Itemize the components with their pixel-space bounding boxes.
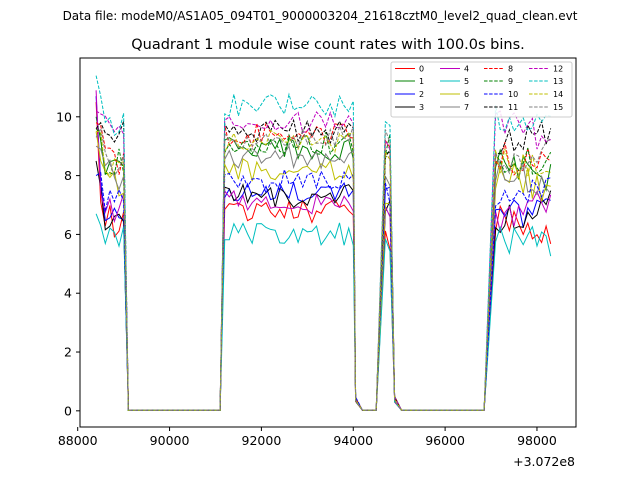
- y-axis: 0 2 4 6 8 10: [56, 109, 80, 418]
- series-line-module-10: [95, 167, 551, 411]
- legend-label: 11: [508, 103, 518, 112]
- legend-frame: [390, 61, 573, 118]
- x-tick-label: 94000: [333, 433, 373, 448]
- legend-label: 13: [553, 77, 563, 86]
- series-line-module-9: [95, 128, 552, 411]
- x-tick-label: 96000: [425, 433, 465, 448]
- plot-frame: [79, 57, 577, 428]
- chart-title: Quadrant 1 module wise count rates with …: [131, 37, 525, 53]
- legend-label: 14: [553, 90, 563, 99]
- legend-label: 0: [419, 65, 424, 74]
- y-tick-label: 2: [64, 345, 72, 360]
- legend-label: 4: [464, 65, 469, 74]
- y-tick-label: 8: [64, 168, 72, 183]
- y-tick-label: 4: [64, 286, 72, 301]
- series-line-module-0: [95, 102, 552, 411]
- legend-label: 2: [419, 90, 424, 99]
- y-tick-label: 6: [64, 227, 72, 242]
- series-line-module-11: [95, 118, 552, 411]
- legend-label: 7: [464, 103, 469, 112]
- x-tick-label: 98000: [517, 433, 557, 448]
- legend-label: 12: [553, 65, 563, 74]
- series-line-module-15: [95, 124, 552, 411]
- legend-label: 8: [508, 65, 513, 74]
- legend-label: 10: [508, 90, 518, 99]
- series-line-module-3: [95, 160, 552, 411]
- legend-label: 3: [419, 103, 424, 112]
- series-line-module-6: [95, 131, 551, 411]
- legend-label: 9: [508, 77, 513, 86]
- series-line-module-5: [95, 213, 552, 411]
- series-line-module-13: [95, 75, 551, 411]
- x-tick-label: 88000: [58, 433, 98, 448]
- y-tick-label: 10: [56, 109, 72, 124]
- x-tick-label: 90000: [150, 433, 190, 448]
- legend-label: 6: [464, 90, 469, 99]
- figure-suptitle: Data file: modeM0/AS1A05_094T01_90000032…: [63, 9, 578, 23]
- legend-label: 5: [464, 77, 469, 86]
- x-tick-label: 92000: [242, 433, 282, 448]
- series-layer: [95, 75, 552, 411]
- x-offset-label: +3.072e8: [513, 454, 575, 469]
- series-line-module-7: [95, 145, 552, 411]
- series-line-module-12: [95, 110, 551, 411]
- series-line-module-14: [96, 129, 551, 411]
- legend-label: 1: [419, 77, 424, 86]
- x-axis: 88000 90000 92000 94000 96000 98000: [58, 427, 557, 448]
- y-tick-label: 0: [64, 403, 72, 418]
- legend-label: 15: [553, 103, 563, 112]
